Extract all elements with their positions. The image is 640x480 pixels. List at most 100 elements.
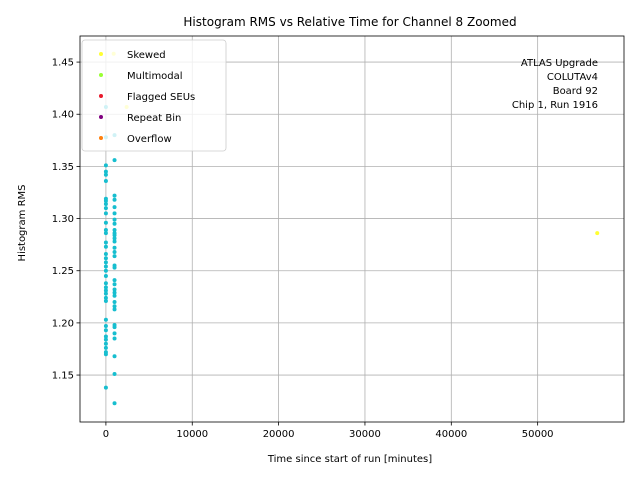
- point-unlabeled: [103, 324, 108, 329]
- point-unlabeled: [112, 263, 117, 268]
- point-unlabeled: [103, 288, 108, 293]
- x-tick-label: 10000: [176, 429, 208, 440]
- x-tick-label: 50000: [522, 429, 554, 440]
- point-unlabeled: [103, 334, 108, 339]
- point-unlabeled: [103, 260, 108, 265]
- point-unlabeled: [112, 300, 117, 305]
- x-tick-label: 20000: [263, 429, 295, 440]
- point-unlabeled: [112, 217, 117, 222]
- legend-label: Overflow: [127, 134, 172, 145]
- point-unlabeled: [103, 264, 108, 269]
- y-tick-label: 1.25: [52, 266, 74, 277]
- point-unlabeled: [103, 328, 108, 333]
- point-unlabeled: [103, 206, 108, 211]
- y-axis-ticks: 1.15 1.20 1.25 1.30 1.35 1.40 1.45: [52, 58, 80, 382]
- y-tick-label: 1.30: [52, 214, 74, 225]
- legend-marker: [99, 115, 103, 119]
- y-tick-label: 1.45: [52, 58, 74, 69]
- point-unlabeled: [103, 317, 108, 322]
- point-unlabeled: [103, 179, 108, 184]
- point-unlabeled: [112, 221, 117, 226]
- point-unlabeled: [103, 256, 108, 261]
- point-unlabeled: [112, 158, 117, 163]
- legend-marker: [99, 73, 103, 77]
- point-unlabeled: [112, 401, 117, 406]
- x-tick-label: 0: [103, 429, 109, 440]
- legend-label: Multimodal: [127, 71, 183, 82]
- legend-marker: [99, 52, 103, 56]
- point-unlabeled: [112, 249, 117, 254]
- point-unlabeled: [112, 197, 117, 202]
- point-unlabeled: [103, 252, 108, 257]
- point-unlabeled: [112, 331, 117, 336]
- point-unlabeled: [112, 228, 117, 233]
- point-unlabeled: [112, 354, 117, 359]
- point-unlabeled: [103, 231, 108, 236]
- y-axis-label: Histogram RMS: [17, 185, 28, 262]
- legend-marker: [99, 136, 103, 140]
- point-unlabeled: [103, 220, 108, 225]
- point-unlabeled: [103, 273, 108, 278]
- point-unlabeled: [103, 337, 108, 342]
- point-unlabeled: [112, 372, 117, 377]
- point-unlabeled: [103, 211, 108, 216]
- point-unlabeled: [103, 196, 108, 201]
- point-unlabeled: [112, 293, 117, 298]
- point-skewed: [595, 231, 600, 236]
- point-unlabeled: [112, 245, 117, 250]
- point-unlabeled: [103, 281, 108, 286]
- legend-box: [81, 39, 227, 152]
- point-unlabeled: [103, 298, 108, 303]
- point-unlabeled: [103, 385, 108, 390]
- y-tick-label: 1.35: [52, 162, 74, 173]
- point-unlabeled: [103, 341, 108, 346]
- point-unlabeled: [112, 304, 117, 309]
- run-annotation: ATLAS Upgrade COLUTAv4 Board 92 Chip 1, Run…: [512, 58, 598, 111]
- x-tick-label: 40000: [435, 429, 467, 440]
- point-unlabeled: [112, 211, 117, 216]
- point-unlabeled: [112, 231, 117, 236]
- point-unlabeled: [103, 350, 108, 355]
- point-unlabeled: [112, 254, 117, 259]
- point-unlabeled: [103, 228, 108, 233]
- point-unlabeled: [103, 268, 108, 273]
- y-tick-label: 1.40: [52, 110, 74, 121]
- point-unlabeled: [103, 285, 108, 290]
- point-unlabeled: [103, 295, 108, 300]
- point-unlabeled: [103, 169, 108, 174]
- point-unlabeled: [103, 244, 108, 249]
- point-unlabeled: [112, 278, 117, 283]
- point-unlabeled: [112, 205, 117, 210]
- x-axis-label: Time since start of run [minutes]: [267, 454, 432, 465]
- annotation-line: Board 92: [553, 86, 598, 97]
- legend: Skewed Multimodal Flagged SEUs Repeat Bin Ov…: [81, 39, 227, 152]
- point-unlabeled: [103, 201, 108, 206]
- point-unlabeled: [112, 336, 117, 341]
- annotation-line: ATLAS Upgrade: [521, 58, 598, 69]
- annotation-line: Chip 1, Run 1916: [512, 100, 598, 111]
- point-unlabeled: [103, 172, 108, 177]
- x-tick-label: 30000: [349, 429, 381, 440]
- annotation-line: COLUTAv4: [547, 72, 598, 83]
- point-unlabeled: [112, 239, 117, 244]
- x-axis-ticks: 0 10000 20000 30000 40000 50000: [103, 422, 554, 440]
- y-tick-label: 1.15: [52, 371, 74, 382]
- legend-label: Repeat Bin: [127, 113, 181, 124]
- legend-label: Skewed: [127, 50, 166, 61]
- point-unlabeled: [112, 193, 117, 198]
- point-unlabeled: [103, 163, 108, 168]
- point-unlabeled: [112, 307, 117, 312]
- point-unlabeled: [112, 287, 117, 292]
- legend-label: Flagged SEUs: [127, 92, 195, 103]
- point-unlabeled: [103, 345, 108, 350]
- point-unlabeled: [112, 282, 117, 287]
- point-unlabeled: [112, 322, 117, 327]
- point-unlabeled: [103, 291, 108, 296]
- point-unlabeled: [103, 240, 108, 245]
- point-unlabeled: [112, 236, 117, 241]
- plot-frame: [79, 35, 625, 423]
- chart-title: Histogram RMS vs Relative Time for Chann…: [183, 15, 516, 29]
- legend-marker: [99, 94, 103, 98]
- point-unlabeled: [112, 290, 117, 295]
